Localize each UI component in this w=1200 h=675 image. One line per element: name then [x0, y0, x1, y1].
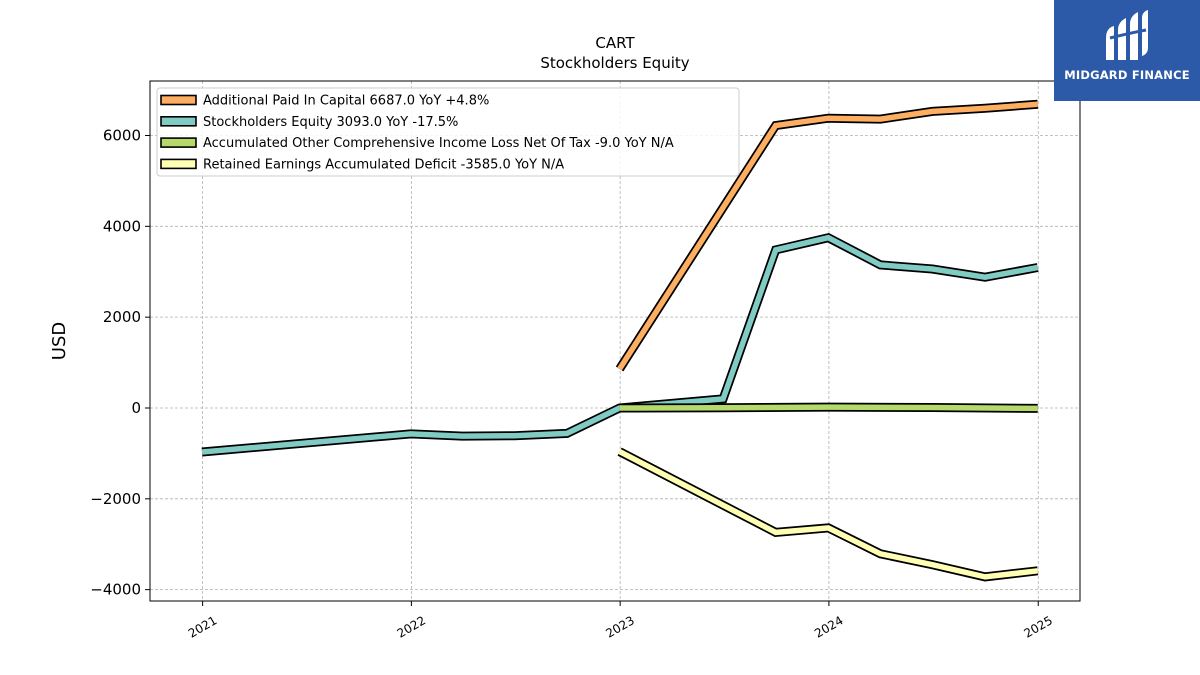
brand-name: MIDGARD FINANCE — [1064, 68, 1190, 82]
series-2 — [619, 402, 1038, 413]
series-1 — [201, 232, 1039, 457]
series-0 — [615, 99, 1039, 372]
chart-title: CART — [595, 34, 635, 52]
legend: Additional Paid In Capital 6687.0 YoY +4… — [156, 87, 740, 177]
x-tick-label: 2022 — [395, 613, 428, 640]
y-axis-label: USD — [49, 322, 70, 360]
midgard-logo-icon — [1106, 10, 1148, 60]
legend-label: Retained Earnings Accumulated Deficit -3… — [203, 157, 564, 172]
chart-subtitle: Stockholders Equity — [540, 54, 689, 72]
legend-swatch — [160, 158, 197, 170]
y-tick-label: 2000 — [103, 308, 141, 326]
y-axis: −4000 −2000 0 2000 4000 6000 — [90, 126, 150, 599]
series-layer — [201, 99, 1039, 582]
x-axis: 2021 2022 2023 2024 2025 — [186, 601, 1055, 641]
series-3 — [617, 447, 1039, 582]
series-line — [618, 449, 1039, 580]
y-tick-label: 6000 — [103, 126, 141, 144]
series-line — [201, 234, 1039, 455]
legend-box — [156, 87, 740, 177]
x-tick-label: 2023 — [603, 613, 636, 640]
legend-swatch — [160, 137, 197, 148]
legend-swatch — [160, 116, 197, 127]
y-tick-label: 4000 — [103, 217, 141, 235]
plot-frame — [149, 80, 1081, 602]
x-tick-label: 2024 — [812, 613, 845, 640]
brand-logo: MIDGARD FINANCE — [1054, 0, 1200, 101]
x-tick-label: 2021 — [186, 613, 219, 640]
legend-label: Additional Paid In Capital 6687.0 YoY +4… — [203, 94, 489, 109]
y-tick-label: 0 — [131, 399, 141, 417]
series-line — [617, 101, 1038, 371]
y-tick-label: −2000 — [90, 490, 141, 508]
legend-swatch — [160, 94, 197, 106]
legend-label: Accumulated Other Comprehensive Income L… — [203, 136, 674, 151]
series-line — [619, 404, 1038, 412]
legend-label: Stockholders Equity 3093.0 YoY -17.5% — [203, 115, 458, 130]
y-tick-label: −4000 — [90, 581, 141, 599]
x-tick-label: 2025 — [1022, 613, 1055, 640]
